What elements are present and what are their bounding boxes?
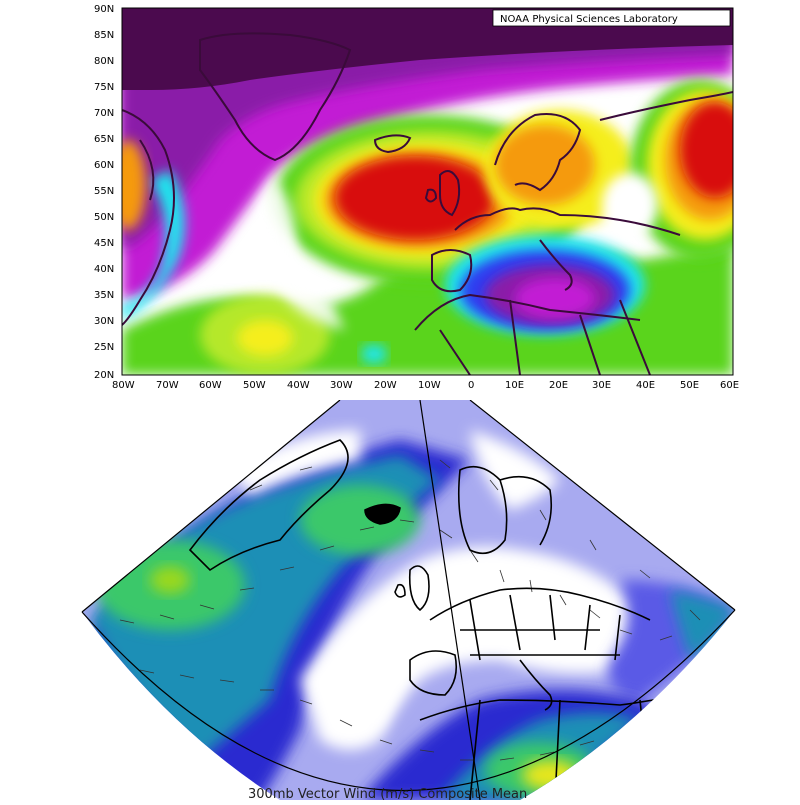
anomaly-map-panel: NOAA Physical Sciences Laboratory 90N 85…: [0, 0, 800, 400]
lat-label: 75N: [94, 82, 114, 93]
lon-label: 60W: [199, 380, 222, 391]
lat-label: 30N: [94, 316, 114, 327]
anomaly-field: [122, 8, 733, 375]
lon-label: 30E: [592, 380, 611, 391]
lat-label: 55N: [94, 186, 114, 197]
lat-label: 50N: [94, 212, 114, 223]
iceland-jet-core: [300, 485, 420, 555]
mediterranean-low-core: [515, 278, 595, 318]
lon-label: 80W: [112, 380, 135, 391]
lon-label: 20W: [374, 380, 397, 391]
lat-label: 80N: [94, 56, 114, 67]
lon-label: 40W: [287, 380, 310, 391]
lon-label: 50W: [243, 380, 266, 391]
lon-label: 30W: [330, 380, 353, 391]
lat-label: 40N: [94, 264, 114, 275]
lon-label: 70W: [156, 380, 179, 391]
lat-label: 60N: [94, 160, 114, 171]
lon-label: 50E: [680, 380, 699, 391]
coastlines: [122, 32, 733, 375]
lon-label: 0: [468, 380, 474, 391]
lon-label: 10W: [418, 380, 441, 391]
latitude-axis: 90N 85N 80N 75N 70N 65N 60N 55N 50N 45N …: [94, 4, 114, 381]
lat-label: 65N: [94, 134, 114, 145]
wind-map-panel: 300mb Vector Wind (m/s) Composite Mean: [0, 399, 800, 802]
wind-speed-field: [82, 400, 735, 800]
longitude-axis: 80W 70W 60W 50W 40W 30W 20W 10W 0 10E 20…: [112, 380, 739, 391]
lon-label: 60E: [720, 380, 739, 391]
subtropical-jet-core: [522, 760, 578, 790]
atlantic-high-core: [335, 156, 495, 240]
lon-label: 20E: [549, 380, 568, 391]
lon-label: 40E: [636, 380, 655, 391]
lon-label: 10E: [505, 380, 524, 391]
lat-label: 85N: [94, 30, 114, 41]
credit-box: NOAA Physical Sciences Laboratory: [492, 9, 731, 27]
lat-label: 45N: [94, 238, 114, 249]
lat-label: 90N: [94, 4, 114, 15]
projection-border: [81, 399, 736, 792]
map-caption: 300mb Vector Wind (m/s) Composite Mean: [248, 787, 527, 800]
lat-label: 35N: [94, 290, 114, 301]
wind-map: 300mb Vector Wind (m/s) Composite Mean: [81, 399, 736, 802]
lat-label: 70N: [94, 108, 114, 119]
lat-label: 20N: [94, 370, 114, 381]
anomaly-map: NOAA Physical Sciences Laboratory 90N 85…: [94, 4, 739, 391]
lat-label: 25N: [94, 342, 114, 353]
credit-text: NOAA Physical Sciences Laboratory: [500, 14, 678, 25]
